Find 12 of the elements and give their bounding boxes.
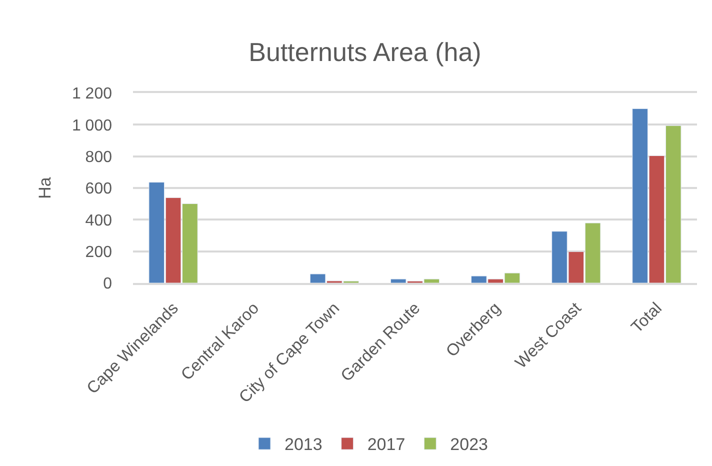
y-tick-label: 1 000 (72, 117, 112, 134)
y-tick-label: 800 (85, 148, 112, 166)
y-tick-label: 400 (85, 212, 112, 230)
y-axis-title: Ha (36, 176, 55, 199)
y-tick-label: 600 (85, 180, 112, 198)
legend-label: 2023 (450, 435, 488, 454)
y-tick-label: 200 (85, 244, 112, 261)
legend-label: 2013 (284, 435, 322, 454)
legend-label: 2017 (367, 435, 406, 454)
y-tick-label: 0 (103, 276, 112, 293)
y-tick-label: 1 200 (72, 86, 112, 103)
chart-title: Butternuts Area (ha) (248, 37, 482, 68)
